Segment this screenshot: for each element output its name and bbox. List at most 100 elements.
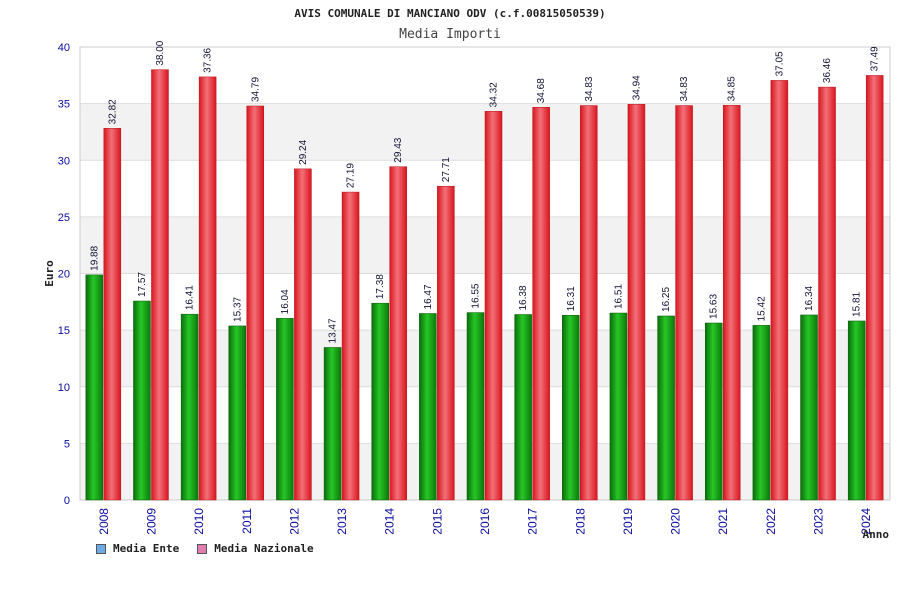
x-tick-label: 2019: [621, 508, 635, 535]
bar-media-nazionale: [103, 128, 122, 501]
data-label-media-nazionale: 27.71: [441, 157, 452, 182]
bar-media-ente: [180, 313, 199, 501]
data-label-media-ente: 17.57: [137, 272, 148, 297]
legend-swatch-media-ente: [96, 543, 106, 554]
bar-media-ente: [85, 274, 104, 501]
bar-media-ente: [704, 322, 723, 501]
x-tick-label: 2015: [430, 508, 444, 535]
x-tick-label: 2008: [97, 508, 111, 535]
x-tick-label: 2024: [859, 508, 873, 535]
data-label-media-nazionale: 29.43: [393, 137, 404, 162]
data-label-media-nazionale: 37.36: [203, 47, 214, 72]
bar-media-ente: [323, 347, 342, 501]
data-label-media-nazionale: 29.24: [298, 139, 309, 164]
bar-media-nazionale: [198, 76, 217, 501]
data-label-media-ente: 16.34: [804, 285, 815, 310]
x-tick-label: 2016: [478, 508, 492, 535]
data-label-media-ente: 16.47: [423, 284, 434, 309]
data-label-media-ente: 17.38: [375, 274, 386, 299]
bar-media-ente: [657, 315, 675, 501]
bar-media-ente: [276, 318, 294, 501]
bar-media-nazionale: [294, 168, 312, 501]
data-label-media-ente: 19.88: [89, 245, 100, 270]
data-label-media-ente: 16.51: [613, 284, 624, 309]
data-label-media-nazionale: 37.49: [870, 46, 881, 71]
y-tick-label: 0: [64, 495, 70, 507]
data-label-media-nazionale: 32.82: [107, 99, 118, 124]
bar-media-nazionale: [865, 75, 884, 501]
data-label-media-nazionale: 34.94: [631, 75, 642, 100]
bar-media-ente: [752, 325, 771, 501]
y-tick-label: 25: [58, 212, 70, 224]
data-label-media-ente: 15.42: [756, 296, 767, 321]
x-tick-label: 2009: [144, 508, 158, 535]
bar-media-nazionale: [675, 105, 693, 501]
x-tick-label: 2017: [526, 508, 540, 535]
data-label-media-nazionale: 34.79: [250, 77, 261, 102]
bar-media-nazionale: [580, 105, 598, 501]
bar-media-nazionale: [818, 86, 836, 501]
bar-media-ente: [466, 312, 485, 501]
data-label-media-ente: 16.25: [661, 287, 672, 312]
data-label-media-nazionale: 37.05: [774, 51, 785, 76]
data-label-media-nazionale: 36.46: [822, 58, 833, 83]
y-tick-label: 20: [58, 269, 70, 281]
x-tick-label: 2011: [240, 508, 254, 534]
data-label-media-ente: 15.81: [852, 291, 863, 316]
y-tick-label: 15: [58, 325, 70, 337]
bar-media-nazionale: [627, 104, 646, 501]
bars: [85, 69, 884, 501]
bar-media-ente: [419, 313, 437, 501]
bar-media-ente: [847, 320, 866, 501]
legend-label-media-nazionale: Media Nazionale: [214, 542, 314, 555]
bar-media-nazionale: [722, 105, 741, 501]
legend-item-media-nazionale: Media Nazionale: [197, 542, 314, 555]
data-label-media-ente: 15.63: [709, 294, 720, 319]
y-tick-label: 35: [58, 99, 70, 111]
bar-media-ente: [514, 314, 532, 501]
bar-media-nazionale: [246, 105, 265, 501]
x-tick-label: 2022: [764, 508, 778, 535]
y-axis-label: Euro: [43, 260, 56, 287]
x-tick-label: 2021: [716, 508, 730, 535]
bar-media-nazionale: [770, 80, 789, 501]
y-tick-label: 10: [58, 382, 70, 394]
x-tick-label: 2012: [287, 508, 301, 535]
data-label-media-ente: 15.37: [232, 296, 243, 321]
bar-media-ente: [609, 312, 628, 501]
x-tick-label: 2014: [383, 508, 397, 535]
data-label-media-ente: 16.41: [185, 285, 196, 310]
data-label-media-ente: 16.38: [518, 285, 529, 310]
bar-media-nazionale: [151, 69, 169, 501]
y-axis-ticks: 0 5 10 15 20 25 30 35 40: [58, 42, 70, 507]
data-label-media-nazionale: 34.83: [679, 76, 690, 101]
legend-item-media-ente: Media Ente: [96, 542, 179, 555]
x-axis-ticks: 2008 2009 2010 2011 2012 2013 2014 2015 2016 2017…: [97, 508, 873, 535]
data-label-media-nazionale: 34.68: [536, 78, 547, 103]
bar-media-nazionale: [389, 166, 407, 501]
bar-media-nazionale: [341, 191, 360, 501]
data-label-media-ente: 16.04: [280, 289, 291, 314]
x-tick-label: 2020: [669, 508, 683, 535]
data-label-media-ente: 13.47: [328, 318, 339, 343]
legend-swatch-media-nazionale: [197, 543, 208, 554]
bar-media-ente: [562, 315, 580, 501]
x-tick-label: 2018: [573, 508, 587, 535]
chart-title: AVIS COMUNALE DI MANCIANO ODV (c.f.00815…: [294, 7, 605, 20]
bar-media-ente: [228, 325, 247, 501]
x-tick-label: 2023: [812, 508, 826, 535]
bar-media-ente: [800, 314, 818, 501]
y-tick-label: 30: [58, 155, 70, 167]
data-label-media-nazionale: 34.85: [727, 76, 738, 101]
chart-subtitle: Media Importi: [399, 27, 501, 42]
bar-media-nazionale: [484, 111, 503, 501]
data-label-media-nazionale: 38.00: [155, 40, 166, 65]
legend: Media Ente Media Nazionale: [96, 542, 314, 555]
bar-media-ente: [133, 300, 151, 501]
y-tick-label: 5: [64, 438, 70, 450]
x-tick-label: 2010: [192, 508, 206, 535]
data-label-media-ente: 16.31: [566, 286, 577, 311]
data-label-media-nazionale: 34.83: [584, 76, 595, 101]
